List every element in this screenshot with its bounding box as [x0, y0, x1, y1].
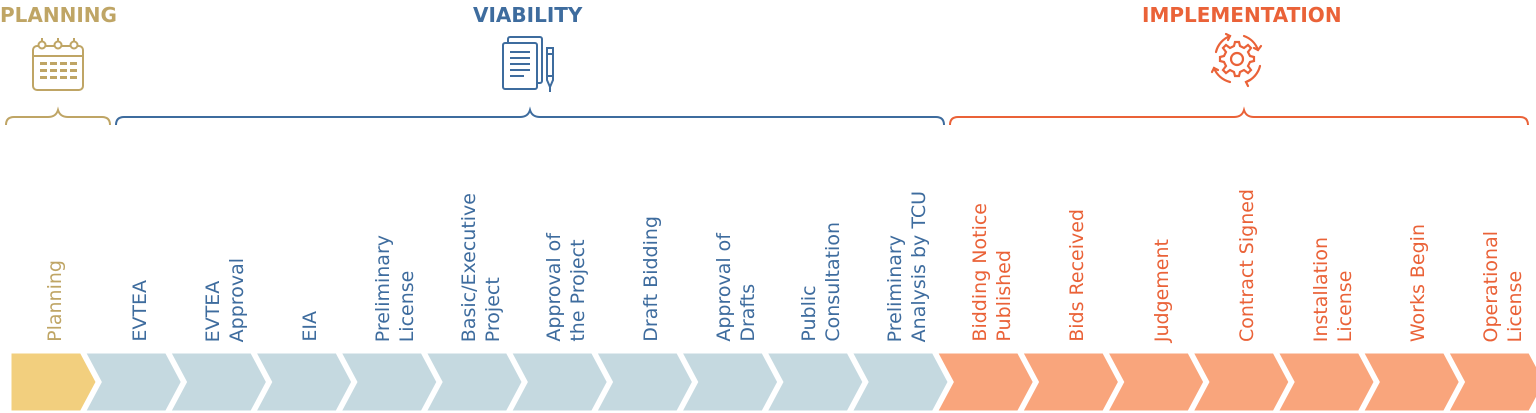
chevron-bids-received — [1019, 352, 1122, 412]
gear-cycle-icon — [1210, 32, 1263, 88]
step-label-bids-received: Bids Received — [1066, 209, 1088, 342]
step-label-evtea-approval: EVTEA Approval — [202, 257, 248, 342]
chevron-approval-of-drafts — [678, 352, 781, 412]
chevron-operational-license — [1445, 352, 1536, 412]
step-label-evtea: EVTEA — [128, 280, 151, 342]
chevron-basic-executive-project — [423, 352, 525, 412]
implementation-brace — [949, 106, 1529, 126]
step-label-approval-of-the-project: Approval of the Project — [542, 233, 589, 342]
chevron-eia — [252, 352, 355, 412]
planning-phase-title: PLANNING — [0, 3, 117, 27]
step-label-installation-license: Installation License — [1309, 236, 1356, 342]
step-label-planning: Planning — [43, 260, 66, 342]
step-label-operational-license: Operational License — [1480, 230, 1526, 342]
step-label-works-begin: Works Begin — [1406, 223, 1429, 342]
chevron-preliminary-license — [338, 352, 440, 412]
chevron-draft-bidding — [593, 352, 696, 412]
planning-brace — [5, 106, 111, 126]
chevron-planning — [8, 352, 99, 412]
chevron-judgement — [1104, 352, 1207, 412]
step-label-approval-of-drafts: Approval of Drafts — [713, 233, 760, 342]
chevron-works-begin — [1360, 352, 1463, 412]
step-label-public-consultation: Public Consultation — [798, 222, 845, 342]
step-label-contract-signed: Contract Signed — [1236, 189, 1259, 342]
phase-braces — [5, 106, 1529, 126]
implementation-phase-title: IMPLEMENTATION — [1142, 3, 1342, 27]
chevron-public-consultation — [764, 352, 866, 412]
chevron-approval-of-the-project — [508, 352, 611, 412]
chevron-preliminary-analysis-by-tcu — [849, 352, 951, 412]
document-pen-icon — [502, 36, 554, 92]
chevron-installation-license — [1275, 352, 1377, 412]
step-label-judgement: Judgement — [1151, 238, 1174, 342]
step-label-basic-executive-project: Basic/Executive Project — [457, 192, 504, 342]
calendar-icon — [32, 38, 84, 91]
process-chevrons — [8, 352, 1536, 412]
step-label-bidding-notice-published: Bidding Notice Published — [968, 203, 1015, 342]
chevron-contract-signed — [1190, 352, 1292, 412]
chevron-evtea — [82, 352, 185, 412]
viability-brace — [115, 106, 945, 126]
step-label-preliminary-analysis-by-tcu: Preliminary Analysis by TCU — [883, 190, 930, 342]
step-label-draft-bidding: Draft Bidding — [640, 216, 662, 342]
chevron-evtea-approval — [167, 352, 270, 412]
step-label-preliminary-license: Preliminary License — [372, 234, 419, 342]
step-label-eia: EIA — [299, 311, 322, 342]
viability-phase-title: VIABILITY — [473, 3, 583, 27]
chevron-bidding-notice-published — [934, 352, 1037, 412]
